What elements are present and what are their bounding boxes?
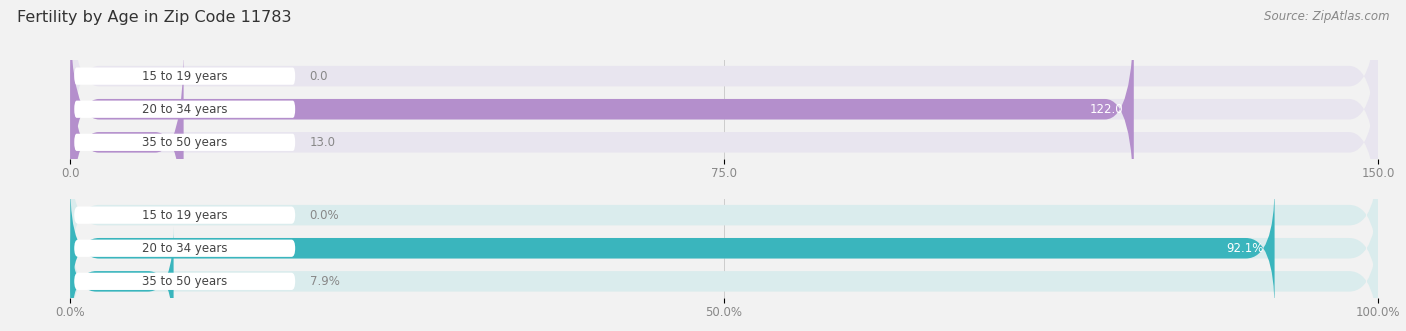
FancyBboxPatch shape (70, 219, 1378, 331)
FancyBboxPatch shape (75, 68, 295, 85)
FancyBboxPatch shape (70, 226, 173, 331)
Text: 0.0%: 0.0% (309, 209, 339, 222)
FancyBboxPatch shape (75, 240, 295, 257)
Text: 35 to 50 years: 35 to 50 years (142, 136, 228, 149)
FancyBboxPatch shape (70, 10, 1378, 208)
FancyBboxPatch shape (75, 134, 295, 151)
FancyBboxPatch shape (70, 186, 1378, 311)
Text: 7.9%: 7.9% (309, 275, 339, 288)
Text: 0.0: 0.0 (309, 70, 328, 83)
Text: 92.1%: 92.1% (1227, 242, 1264, 255)
FancyBboxPatch shape (70, 43, 1378, 241)
Text: 122.0: 122.0 (1090, 103, 1123, 116)
FancyBboxPatch shape (70, 153, 1378, 278)
Text: 35 to 50 years: 35 to 50 years (142, 275, 228, 288)
FancyBboxPatch shape (70, 10, 1133, 208)
Text: 15 to 19 years: 15 to 19 years (142, 70, 228, 83)
FancyBboxPatch shape (75, 273, 295, 290)
FancyBboxPatch shape (70, 45, 184, 240)
Text: 15 to 19 years: 15 to 19 years (142, 209, 228, 222)
Text: 13.0: 13.0 (309, 136, 336, 149)
FancyBboxPatch shape (70, 0, 1378, 175)
Text: Source: ZipAtlas.com: Source: ZipAtlas.com (1264, 10, 1389, 23)
Text: Fertility by Age in Zip Code 11783: Fertility by Age in Zip Code 11783 (17, 10, 291, 25)
FancyBboxPatch shape (75, 101, 295, 118)
Text: 20 to 34 years: 20 to 34 years (142, 242, 228, 255)
FancyBboxPatch shape (75, 207, 295, 224)
Text: 20 to 34 years: 20 to 34 years (142, 103, 228, 116)
FancyBboxPatch shape (70, 186, 1275, 311)
